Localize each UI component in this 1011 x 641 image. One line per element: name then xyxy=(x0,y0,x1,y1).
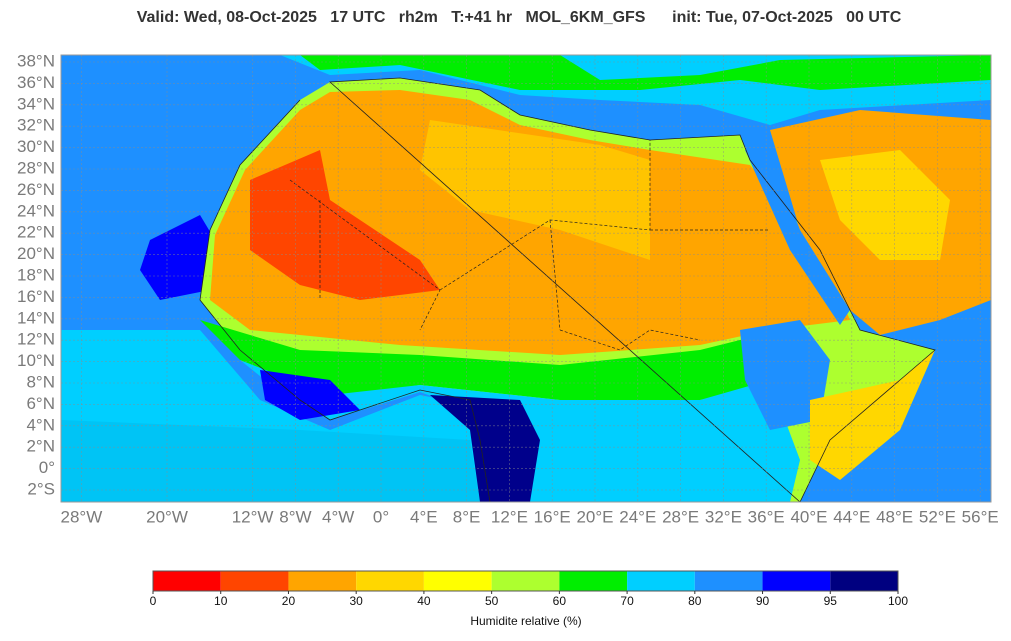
lat-label: 28°N xyxy=(17,158,55,177)
lat-label: 32°N xyxy=(17,116,55,135)
colorbar-tick-label: 40 xyxy=(417,594,431,608)
colorbar-segment xyxy=(830,571,898,591)
colorbar-tick-label: 100 xyxy=(888,594,908,608)
colorbar-tick-label: 20 xyxy=(282,594,296,608)
map-frame xyxy=(60,54,992,503)
colorbar-tick-label: 90 xyxy=(756,594,770,608)
colorbar-tick-label: 50 xyxy=(485,594,499,608)
lon-label: 56°E xyxy=(962,507,999,526)
colorbar-segment xyxy=(288,571,357,591)
lon-label: 28°W xyxy=(61,507,103,526)
lat-label: 4°N xyxy=(26,415,55,434)
lon-label: 32°E xyxy=(705,507,742,526)
colorbar-tick-label: 0 xyxy=(150,594,157,608)
lat-label: 34°N xyxy=(17,94,55,113)
lon-label: 20°W xyxy=(146,507,188,526)
colorbar-frame xyxy=(152,570,899,592)
lat-label: 2°N xyxy=(26,437,55,456)
lat-label: 12°N xyxy=(17,330,55,349)
lon-label: 12°W xyxy=(232,507,274,526)
lat-label: 10°N xyxy=(17,351,55,370)
colorbar-tick-label: 60 xyxy=(553,594,567,608)
colorbar-tick-label: 95 xyxy=(824,594,838,608)
lon-label: 44°E xyxy=(833,507,870,526)
colorbar-label: Humidite relative (%) xyxy=(470,614,581,628)
lon-label: 40°E xyxy=(790,507,827,526)
lat-label: 26°N xyxy=(17,180,55,199)
lon-label: 48°E xyxy=(876,507,913,526)
lat-label: 16°N xyxy=(17,287,55,306)
map-field xyxy=(61,55,991,502)
colorbar-tick-label: 30 xyxy=(350,594,364,608)
guinea-moist xyxy=(260,370,360,420)
ethiopia-moist xyxy=(740,320,830,430)
lon-label: 12°E xyxy=(491,507,528,526)
lon-label: 4°E xyxy=(410,507,438,526)
lat-label: 0° xyxy=(39,458,55,477)
congo-moist xyxy=(430,395,540,502)
colorbar-tick-label: 70 xyxy=(620,594,634,608)
colorbar-segment xyxy=(694,571,763,591)
colorbar-segment xyxy=(762,571,831,591)
lon-label: 52°E xyxy=(919,507,956,526)
lat-label: 38°N xyxy=(17,51,55,70)
coast-moist xyxy=(140,215,215,300)
lat-label: 24°N xyxy=(17,201,55,220)
colorbar-segment xyxy=(491,571,560,591)
colorbar-tick-label: 10 xyxy=(214,594,228,608)
lat-label: 22°N xyxy=(17,223,55,242)
lon-label: 8°E xyxy=(453,507,481,526)
graticule xyxy=(61,55,991,502)
lat-label: 18°N xyxy=(17,265,55,284)
lat-label: 2°S xyxy=(27,479,55,498)
colorbar-segment xyxy=(220,571,289,591)
colorbar-segment xyxy=(356,571,424,591)
lon-label: 36°E xyxy=(748,507,785,526)
south-ocean xyxy=(61,420,480,502)
sahel-band xyxy=(200,320,800,400)
lat-label: 20°N xyxy=(17,244,55,263)
colorbar-segment xyxy=(153,571,221,591)
arabia-inner xyxy=(820,150,950,260)
europe-green xyxy=(300,55,991,90)
lat-label: 36°N xyxy=(17,73,55,92)
lat-label: 30°N xyxy=(17,137,55,156)
lat-label: 6°N xyxy=(26,394,55,413)
title: Valid: Wed, 08-Oct-2025 17 UTC rh2m T:+4… xyxy=(137,9,902,26)
libya-dry xyxy=(420,120,650,260)
lon-label: 28°E xyxy=(662,507,699,526)
coastline xyxy=(199,77,936,502)
axis-labels: 38°N 36°N 34°N 32°N 30°N 28°N 26°N 24°N 22°N 20°N… xyxy=(17,51,999,526)
colorbar-segment xyxy=(559,571,628,591)
lon-label: 0° xyxy=(373,507,389,526)
colorbar: 0 10 20 30 40 50 60 70 80 90 95 100 xyxy=(150,570,908,608)
lon-label: 8°W xyxy=(279,507,311,526)
colorbar-tick-label: 80 xyxy=(688,594,702,608)
lat-label: 8°N xyxy=(26,372,55,391)
mauritania-dry xyxy=(250,150,440,300)
lon-label: 16°E xyxy=(534,507,571,526)
colorbar-segment xyxy=(627,571,695,591)
colorbar-segment xyxy=(423,571,492,591)
lon-label: 24°E xyxy=(619,507,656,526)
lon-label: 4°W xyxy=(322,507,354,526)
lon-label: 20°E xyxy=(576,507,613,526)
borders xyxy=(289,140,770,351)
lat-label: 14°N xyxy=(17,308,55,327)
red-sea xyxy=(745,150,850,325)
